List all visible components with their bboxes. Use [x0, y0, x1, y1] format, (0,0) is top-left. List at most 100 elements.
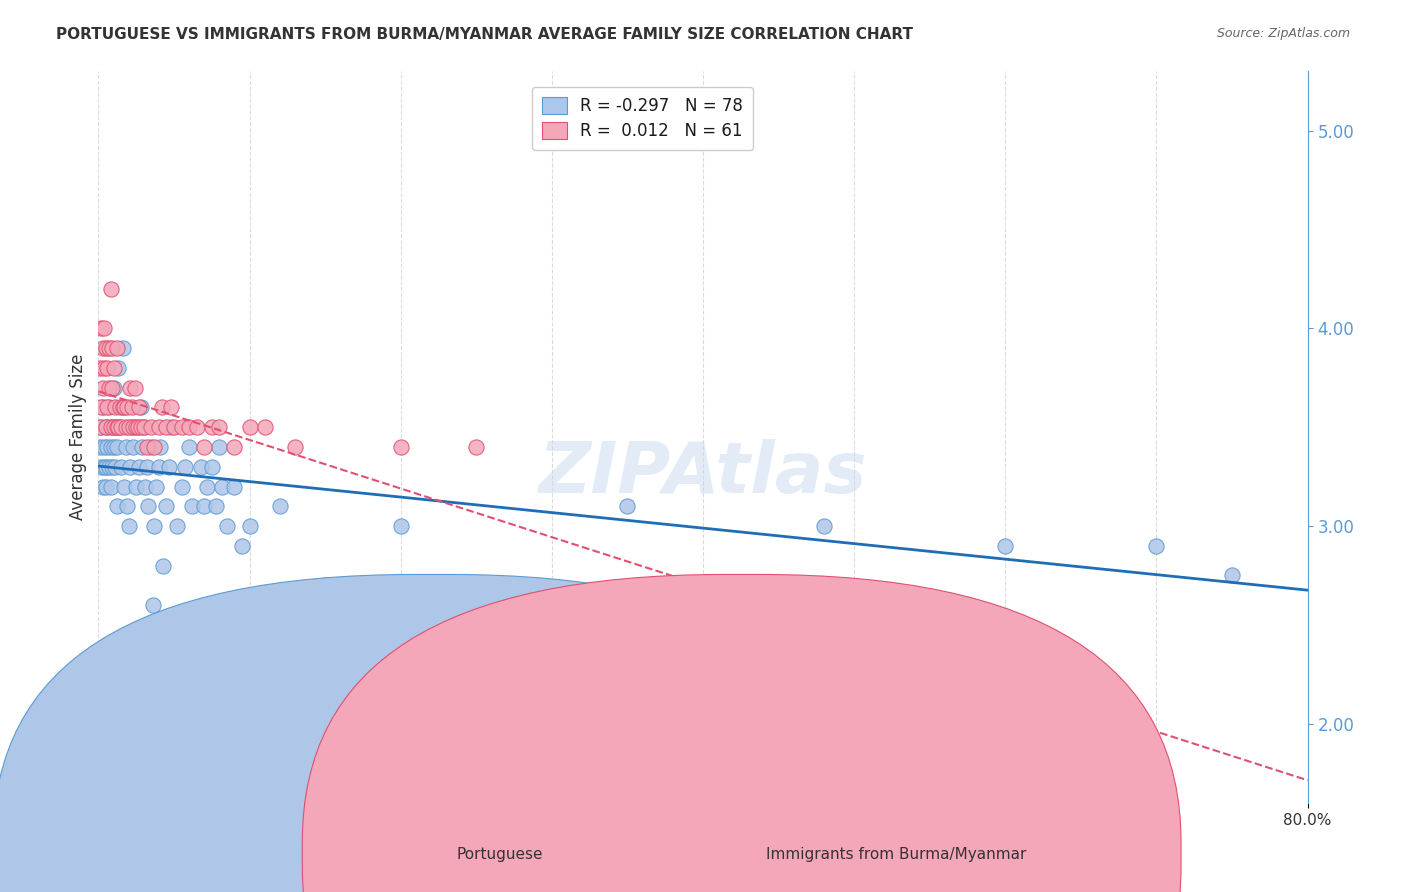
Point — [94, 479, 117, 493]
Point — [115, 500, 138, 514]
Point — [91, 341, 114, 355]
Point — [186, 618, 208, 632]
Point — [160, 401, 183, 415]
Point — [104, 401, 127, 415]
Point — [994, 539, 1017, 553]
Point — [239, 420, 262, 434]
Point — [90, 401, 112, 415]
Point — [89, 420, 111, 434]
Point — [112, 401, 135, 415]
Point — [98, 401, 121, 415]
Point — [107, 360, 129, 375]
Point — [163, 420, 186, 434]
Point — [91, 381, 114, 395]
Point — [121, 420, 143, 434]
Point — [122, 440, 145, 454]
Point — [105, 440, 128, 454]
Point — [101, 459, 124, 474]
Point — [128, 459, 150, 474]
Point — [100, 282, 122, 296]
Point — [208, 420, 231, 434]
Point — [121, 401, 143, 415]
Point — [110, 459, 132, 474]
Point — [112, 479, 135, 493]
Point — [181, 500, 204, 514]
Point — [90, 420, 112, 434]
Point — [135, 459, 157, 474]
Point — [389, 440, 412, 454]
Point — [148, 420, 170, 434]
Point — [94, 341, 117, 355]
Point — [159, 459, 181, 474]
Point — [108, 420, 131, 434]
Point — [118, 420, 141, 434]
Point — [129, 401, 152, 415]
Text: ZIPAtlas: ZIPAtlas — [538, 439, 868, 508]
Point — [136, 500, 159, 514]
Point — [163, 618, 186, 632]
Point — [143, 440, 166, 454]
Point — [155, 500, 177, 514]
Point — [100, 420, 122, 434]
Point — [128, 401, 150, 415]
Point — [91, 401, 114, 415]
Point — [96, 360, 118, 375]
Point — [96, 440, 118, 454]
Point — [134, 479, 156, 493]
Point — [195, 479, 218, 493]
Point — [114, 440, 136, 454]
Point — [166, 519, 188, 533]
Text: Source: ZipAtlas.com: Source: ZipAtlas.com — [1216, 27, 1350, 40]
Point — [208, 440, 231, 454]
Point — [98, 341, 121, 355]
Point — [125, 479, 148, 493]
Y-axis label: Average Family Size: Average Family Size — [69, 354, 87, 520]
Point — [107, 420, 129, 434]
Point — [103, 381, 125, 395]
Point — [132, 420, 155, 434]
Point — [110, 420, 132, 434]
Point — [98, 381, 121, 395]
Point — [101, 420, 124, 434]
Point — [253, 420, 276, 434]
Point — [1220, 568, 1243, 582]
Point — [111, 341, 134, 355]
Point — [120, 381, 142, 395]
Point — [104, 459, 127, 474]
Point — [179, 440, 201, 454]
Point — [103, 420, 125, 434]
Point — [93, 321, 115, 335]
Point — [90, 459, 112, 474]
Point — [91, 479, 114, 493]
Point — [389, 519, 412, 533]
Point — [142, 598, 165, 612]
Point — [115, 401, 138, 415]
Point — [93, 440, 115, 454]
Point — [90, 321, 112, 335]
Point — [314, 578, 336, 592]
Text: PORTUGUESE VS IMMIGRANTS FROM BURMA/MYANMAR AVERAGE FAMILY SIZE CORRELATION CHAR: PORTUGUESE VS IMMIGRANTS FROM BURMA/MYAN… — [56, 27, 914, 42]
Point — [224, 479, 246, 493]
Point — [616, 500, 638, 514]
Point — [93, 360, 115, 375]
Point — [224, 440, 246, 454]
Point — [215, 519, 238, 533]
Point — [150, 401, 173, 415]
Point — [98, 459, 121, 474]
Point — [193, 500, 215, 514]
Point — [101, 341, 124, 355]
Point — [94, 459, 117, 474]
Point — [193, 440, 215, 454]
Point — [173, 459, 195, 474]
Point — [465, 440, 488, 454]
Point — [201, 420, 224, 434]
Point — [132, 420, 155, 434]
Point — [239, 519, 262, 533]
Point — [143, 519, 166, 533]
Point — [160, 420, 183, 434]
Point — [120, 459, 142, 474]
Point — [284, 440, 307, 454]
Point — [186, 420, 208, 434]
Point — [100, 479, 122, 493]
Point — [105, 341, 128, 355]
